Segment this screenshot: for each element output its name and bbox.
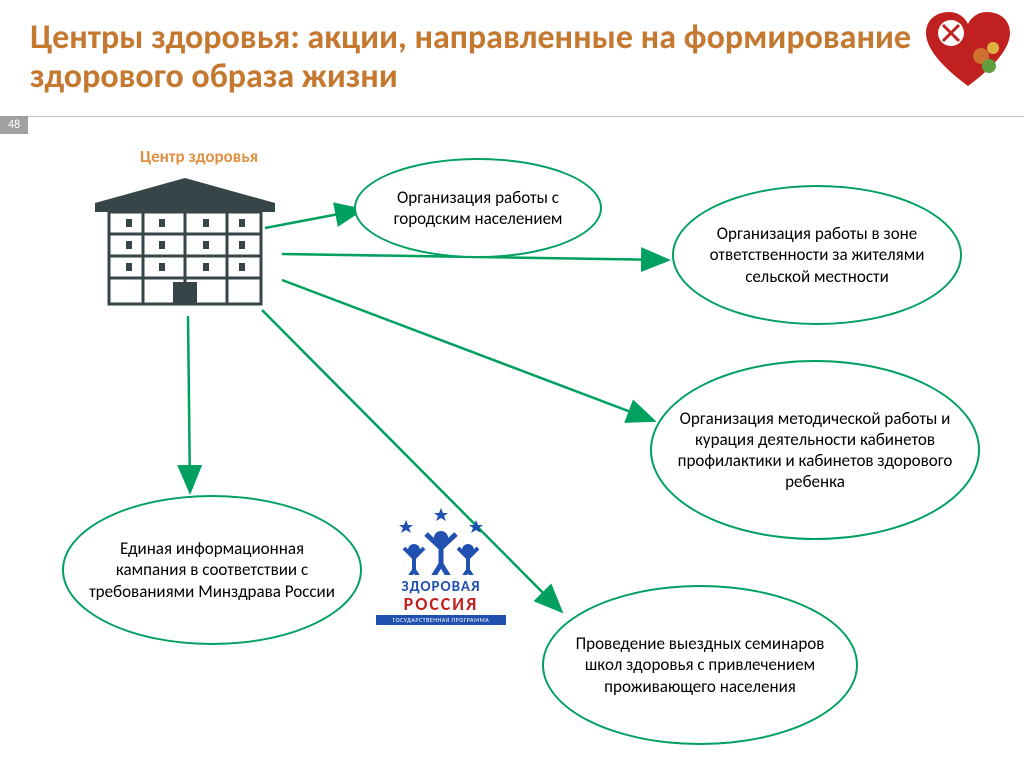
- healthy-russia-label2: РОССИЯ: [376, 595, 506, 615]
- node-methodical-text: Организация методической работы и кураци…: [674, 408, 956, 493]
- node-rural: Организация работы в зоне ответственност…: [672, 185, 962, 325]
- node-rural-text: Организация работы в зоне ответственност…: [696, 223, 938, 287]
- node-seminars-text: Проведение выездных семинаров школ здоро…: [566, 633, 834, 697]
- node-seminars: Проведение выездных семинаров школ здоро…: [542, 585, 858, 745]
- node-campaign-text: Единая информационная кампания в соответ…: [86, 538, 338, 602]
- node-urban-text: Организация работы с городским население…: [378, 187, 578, 230]
- node-methodical: Организация методической работы и кураци…: [650, 360, 980, 540]
- node-urban: Организация работы с городским население…: [354, 158, 602, 258]
- healthy-russia-sublabel: ГОСУДАРСТВЕННАЯ ПРОГРАММА: [376, 615, 506, 625]
- healthy-russia-logo: ЗДОРОВАЯ РОССИЯ ГОСУДАРСТВЕННАЯ ПРОГРАММ…: [376, 500, 506, 625]
- node-campaign: Единая информационная кампания в соответ…: [62, 495, 362, 645]
